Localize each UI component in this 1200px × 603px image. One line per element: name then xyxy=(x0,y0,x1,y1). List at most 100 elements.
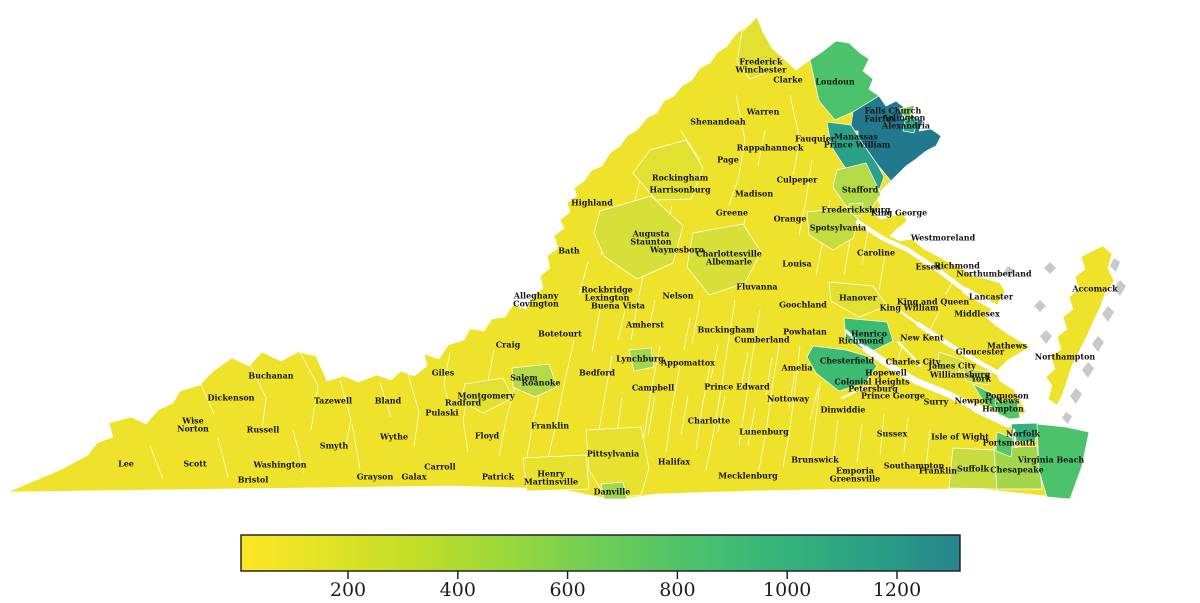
county-boundary-line xyxy=(487,349,495,382)
colorbar-tick-label: 1200 xyxy=(873,579,921,601)
county-boundary-line xyxy=(695,365,711,451)
county-label-augusta-staunton: Augusta Staunton xyxy=(630,229,671,247)
county-label-williamsburg: Williamsburg xyxy=(929,370,991,380)
county-boundary-line xyxy=(929,309,941,331)
county-label-buchanan: Buchanan xyxy=(248,371,293,381)
county-label-nottoway: Nottoway xyxy=(767,394,809,404)
county-shape-pittsylvania xyxy=(585,426,650,498)
county-label-northumberland: Northumberland xyxy=(956,269,1032,279)
county-label-charles-city: Charles City xyxy=(886,357,941,367)
eastern-shore-peninsula xyxy=(1045,245,1115,406)
county-boundary-line xyxy=(299,351,319,431)
county-boundary-line xyxy=(647,395,656,436)
county-boundary-line xyxy=(808,381,821,463)
county-boundary-line xyxy=(407,373,420,447)
county-label-chesapeake: Chesapeake xyxy=(990,465,1043,475)
county-label-russell: Russell xyxy=(247,425,280,435)
barrier-island xyxy=(1034,300,1046,312)
county-label-harrisonburg: Harrisonburg xyxy=(649,185,710,195)
county-label-amelia: Amelia xyxy=(780,363,812,373)
county-label-richmond-county: Richmond xyxy=(934,261,980,271)
county-shape-alexandria xyxy=(902,117,919,134)
county-label-rappahannock: Rappahannock xyxy=(737,143,804,153)
county-boundary-line xyxy=(925,429,931,469)
county-label-brunswick: Brunswick xyxy=(791,455,839,465)
county-label-carroll: Carroll xyxy=(424,462,455,472)
county-label-bath: Bath xyxy=(558,246,580,256)
county-boundary-line xyxy=(809,387,819,421)
county-label-mathews: Mathews xyxy=(987,341,1028,351)
county-label-giles: Giles xyxy=(432,368,455,378)
county-label-falls-church: Falls Church xyxy=(865,106,922,116)
county-label-suffolk: Suffolk xyxy=(957,464,990,474)
county-label-scott: Scott xyxy=(183,459,207,469)
county-label-rockbridge-lexington: Rockbridge Lexington xyxy=(581,285,633,303)
county-boundary-line xyxy=(680,395,689,436)
county-boundary-line xyxy=(683,317,691,351)
county-boundary-line xyxy=(903,417,909,453)
county-label-orange: Orange xyxy=(774,214,807,224)
barrier-island xyxy=(1044,262,1056,274)
county-shape-stafford xyxy=(832,162,882,213)
county-shape-henry-martinsville xyxy=(522,454,590,492)
county-label-spotsylvania: Spotsylvania xyxy=(810,223,866,233)
county-label-franklin: Franklin xyxy=(531,421,569,431)
county-label-floyd: Floyd xyxy=(475,431,500,441)
county-label-stafford: Stafford xyxy=(842,185,879,195)
county-shape-frederick-winchester xyxy=(736,16,784,80)
county-label-hopewell: Hopewell xyxy=(865,368,907,378)
county-boundary-line xyxy=(878,254,886,291)
county-boundary-line xyxy=(339,379,352,450)
barrier-island xyxy=(1102,306,1114,322)
county-label-norfolk: Norfolk xyxy=(1006,429,1041,439)
county-shape-virginia-beach xyxy=(1036,423,1090,500)
county-boundary-line xyxy=(843,239,851,276)
county-boundary-line xyxy=(547,339,575,459)
county-label-surry: Surry xyxy=(924,397,949,407)
river-channel xyxy=(915,321,1001,376)
county-boundary-line xyxy=(648,299,656,329)
county-shape-montgomery xyxy=(460,377,514,414)
county-label-mecklenburg: Mecklenburg xyxy=(718,471,778,481)
barrier-islands-layer xyxy=(1004,258,1126,424)
county-label-goochland: Goochland xyxy=(779,300,827,310)
county-label-lee: Lee xyxy=(118,459,134,469)
county-label-louisa: Louisa xyxy=(782,259,812,269)
county-label-washington: Washington xyxy=(252,460,306,470)
county-label-middlesex: Middlesex xyxy=(954,309,1000,319)
county-label-fairfax: Fairfax xyxy=(864,114,895,124)
county-label-clarke: Clarke xyxy=(773,75,802,85)
county-boundary-line xyxy=(798,159,813,236)
county-label-pulaski: Pulaski xyxy=(425,408,458,418)
county-boundary-line xyxy=(249,363,267,431)
county-boundary-line xyxy=(351,423,361,470)
county-label-new-kent: New Kent xyxy=(900,333,944,343)
county-label-accomack: Accomack xyxy=(1071,284,1118,294)
barrier-island xyxy=(1082,362,1094,378)
river-channel xyxy=(893,306,919,325)
colorbar-tick-label: 200 xyxy=(330,579,366,601)
county-label-warren: Warren xyxy=(746,107,780,117)
county-label-fauquier: Fauquier xyxy=(795,134,836,144)
county-label-prince-william: Prince William xyxy=(824,140,891,150)
county-boundary-line xyxy=(861,229,869,266)
county-label-westmoreland: Westmoreland xyxy=(910,233,976,243)
county-shape-arlington xyxy=(898,104,916,122)
county-label-waynesboro: Waynesboro xyxy=(649,245,705,255)
county-label-henrico: Henrico xyxy=(851,329,888,339)
county-label-bedford: Bedford xyxy=(579,368,615,378)
colorbar-tick-label: 600 xyxy=(549,579,585,601)
barrier-island xyxy=(1062,412,1072,424)
barrier-island xyxy=(1070,388,1082,404)
county-label-galax: Galax xyxy=(401,472,426,482)
county-label-buena-vista: Buena Vista xyxy=(591,301,645,311)
county-label-frederick-winchester: Frederick Winchester xyxy=(735,57,788,75)
county-boundary-line xyxy=(691,299,701,345)
county-boundary-line xyxy=(578,261,589,296)
river-channel xyxy=(971,403,1013,428)
county-shape-augusta-staunton xyxy=(593,195,684,280)
county-label-madison: Madison xyxy=(735,189,774,199)
county-boundary-line xyxy=(765,357,773,396)
county-boundary-line xyxy=(728,94,746,206)
